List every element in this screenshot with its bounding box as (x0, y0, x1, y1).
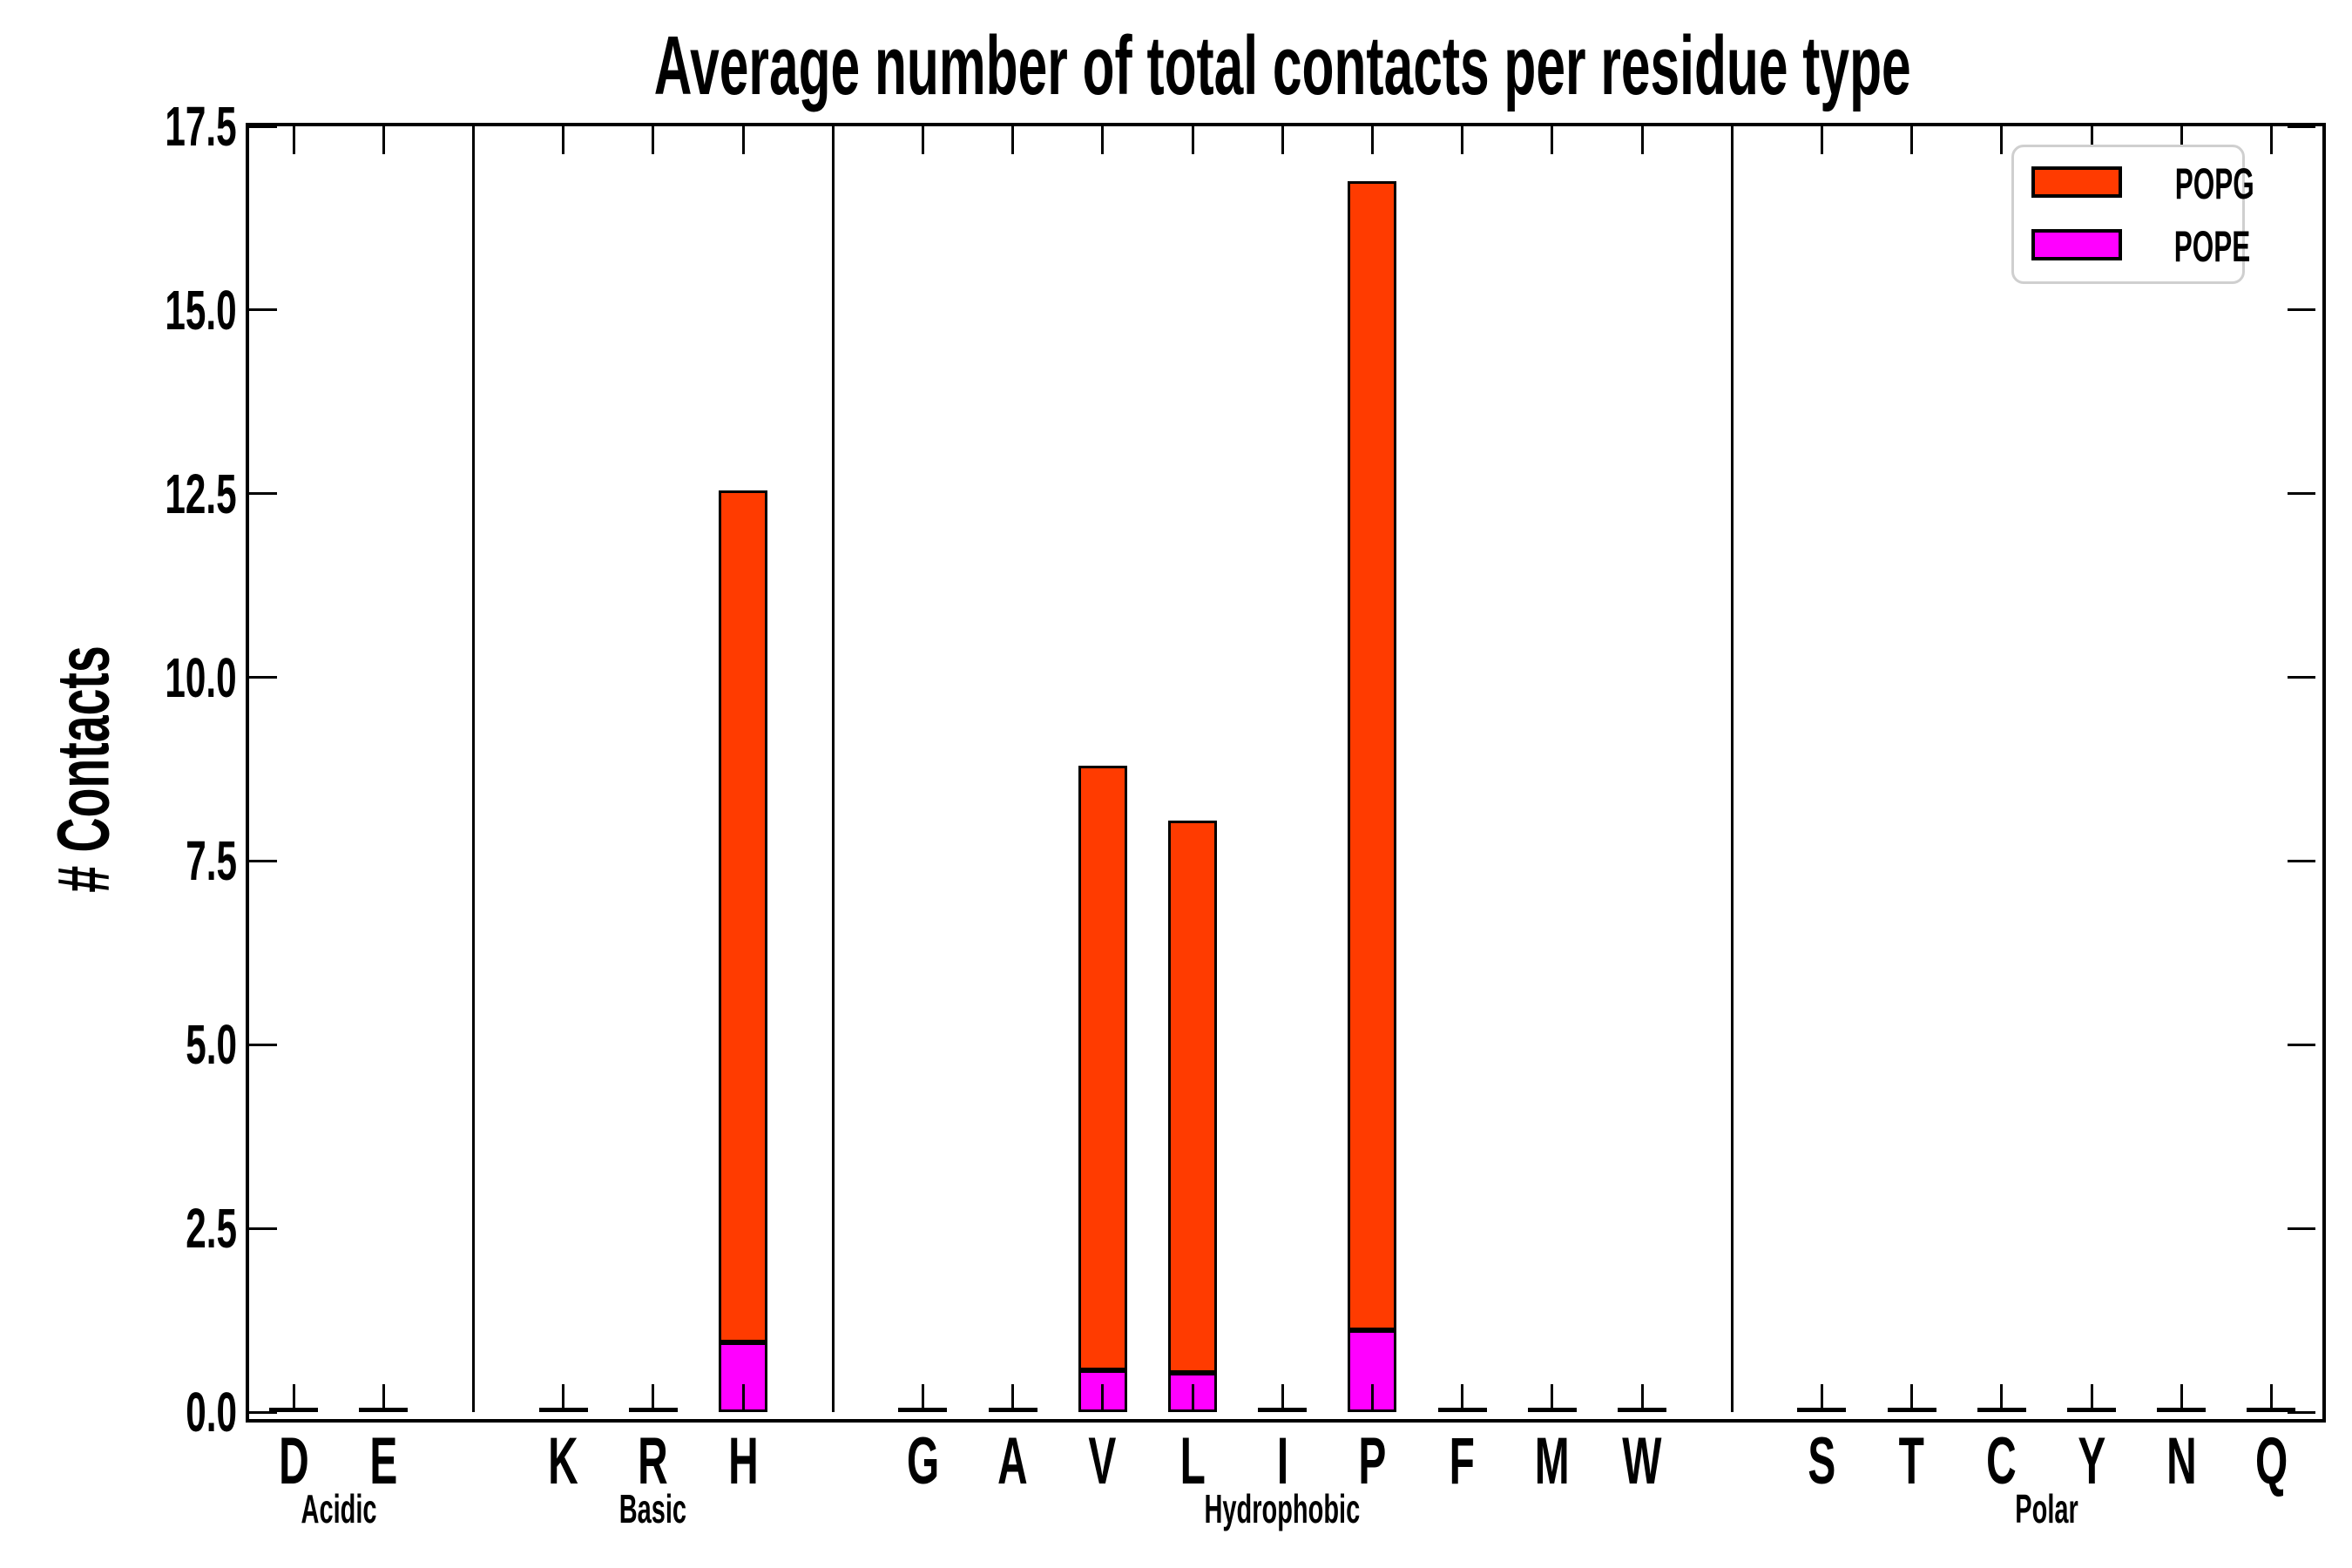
y-tick-label: 0.0 (54, 1382, 237, 1443)
x-tick-label: D (233, 1427, 355, 1497)
x-tick-label-text: V (1088, 1424, 1117, 1498)
x-tick-label: E (322, 1427, 444, 1497)
x-tick-label-text: R (638, 1424, 669, 1498)
y-tick-label-text: 17.5 (165, 95, 237, 158)
x-tick-label-text: W (1622, 1424, 1662, 1498)
legend: POPG POPE (2011, 145, 2254, 284)
y-tick-label: 12.5 (54, 463, 237, 524)
legend-swatch-popg (2031, 166, 2122, 198)
y-tick-label-text: 2.5 (186, 1197, 237, 1260)
legend-swatch-pope (2031, 229, 2122, 260)
x-tick-label: M (1491, 1427, 1613, 1497)
x-tick-label: Q (2210, 1427, 2332, 1497)
chart-title: Average number of total contacts per res… (280, 17, 2284, 115)
x-tick-label: C (1941, 1427, 2063, 1497)
group-label-text: Basic (619, 1486, 687, 1531)
x-tick-label-text: E (369, 1424, 398, 1498)
x-tick-label-text: P (1358, 1424, 1387, 1498)
x-tick-label: T (1851, 1427, 1973, 1497)
chart-title-text: Average number of total contacts per res… (653, 19, 1911, 112)
x-tick-label-text: C (1986, 1424, 2017, 1498)
x-tick-label: V (1042, 1427, 1164, 1497)
x-tick-label: F (1402, 1427, 1524, 1497)
x-tick-label-text: T (1898, 1424, 1925, 1498)
legend-label-popg: POPG (2174, 159, 2254, 208)
x-tick-label: H (682, 1427, 804, 1497)
y-tick-label-text: 5.0 (186, 1013, 237, 1077)
x-tick-label: Y (2031, 1427, 2153, 1497)
x-tick-label-text: G (906, 1424, 940, 1498)
x-tick-label-text: D (278, 1424, 309, 1498)
x-tick-label-text: F (1449, 1424, 1476, 1498)
x-tick-label: R (592, 1427, 714, 1497)
x-tick-label-text: N (2166, 1424, 2197, 1498)
x-tick-label-text: Y (2078, 1424, 2105, 1498)
y-tick-label-text: 7.5 (186, 829, 237, 893)
group-label: Acidic (165, 1486, 513, 1531)
y-tick-label: 2.5 (54, 1198, 237, 1259)
y-tick-label-text: 10.0 (165, 645, 237, 709)
x-tick-label-text: L (1179, 1424, 1206, 1498)
group-label: Hydrophobic (1108, 1486, 1456, 1531)
legend-label-pope: POPE (2173, 222, 2251, 271)
x-tick-label: W (1581, 1427, 1703, 1497)
x-tick-label: S (1761, 1427, 1882, 1497)
plot-area (246, 123, 2326, 1423)
y-tick-label-text: 12.5 (165, 462, 237, 525)
y-axis-label: # Contacts (42, 645, 125, 893)
x-tick-label-text: I (1276, 1424, 1288, 1498)
group-label-text: Acidic (301, 1486, 377, 1531)
x-tick-label: L (1132, 1427, 1254, 1497)
x-tick-label: I (1221, 1427, 1343, 1497)
y-tick-label-text: 15.0 (165, 278, 237, 341)
x-tick-label: N (2120, 1427, 2242, 1497)
x-tick-label: P (1311, 1427, 1433, 1497)
x-tick-label: K (503, 1427, 625, 1497)
x-tick-label: G (862, 1427, 983, 1497)
x-tick-label-text: H (727, 1424, 759, 1498)
x-tick-label-text: S (1808, 1424, 1836, 1498)
group-label-text: Hydrophobic (1204, 1486, 1361, 1531)
x-tick-label-text: M (1534, 1424, 1570, 1498)
x-tick-label: A (952, 1427, 1074, 1497)
y-tick-label: 17.5 (54, 96, 237, 157)
y-tick-label-text: 0.0 (186, 1381, 237, 1443)
y-tick-label: 15.0 (54, 280, 237, 341)
x-tick-label-text: A (997, 1424, 1028, 1498)
group-label: Basic (479, 1486, 828, 1531)
x-tick-label-text: K (548, 1424, 578, 1498)
group-label: Polar (1872, 1486, 2220, 1531)
x-tick-label-text: Q (2254, 1424, 2288, 1498)
y-tick-label: 5.0 (54, 1014, 237, 1075)
group-label-text: Polar (2015, 1486, 2078, 1531)
